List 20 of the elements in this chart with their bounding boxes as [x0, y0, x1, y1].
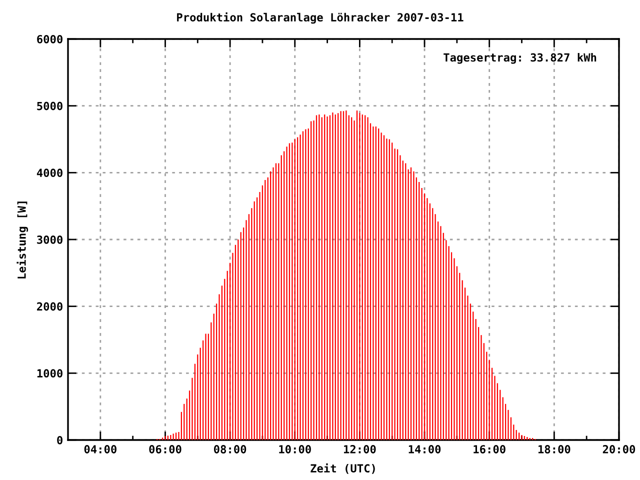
- y-tick-label: 0: [57, 436, 62, 444]
- y-tick-label: 4000: [36, 168, 62, 178]
- x-tick-label: 08:00: [214, 445, 246, 454]
- chart-title: Produktion Solaranlage Löhracker 2007-03-11: [177, 12, 464, 24]
- x-axis-title: Zeit (UTC): [310, 463, 375, 474]
- y-tick-label: 2000: [37, 302, 62, 311]
- annotation: Tagesertrag: 33.827 kWh: [444, 53, 596, 64]
- x-tick-label: 14:00: [408, 445, 441, 454]
- x-tick-label: 20:00: [602, 445, 636, 454]
- y-tick-label: 5000: [37, 102, 62, 110]
- x-tick-label: 12:00: [344, 445, 376, 454]
- x-tick-label: 10:00: [279, 445, 311, 454]
- x-tick-label: 16:00: [474, 445, 506, 454]
- x-tick-label: 06:00: [149, 445, 182, 454]
- y-axis-title: Leistung [W]: [16, 202, 28, 278]
- y-tick-label: 6000: [37, 34, 62, 44]
- y-tick-label: 3000: [37, 235, 62, 244]
- x-tick-label: 18:00: [538, 445, 570, 454]
- y-tick-label: 1000: [37, 369, 62, 378]
- x-tick-label: 04:00: [84, 445, 116, 454]
